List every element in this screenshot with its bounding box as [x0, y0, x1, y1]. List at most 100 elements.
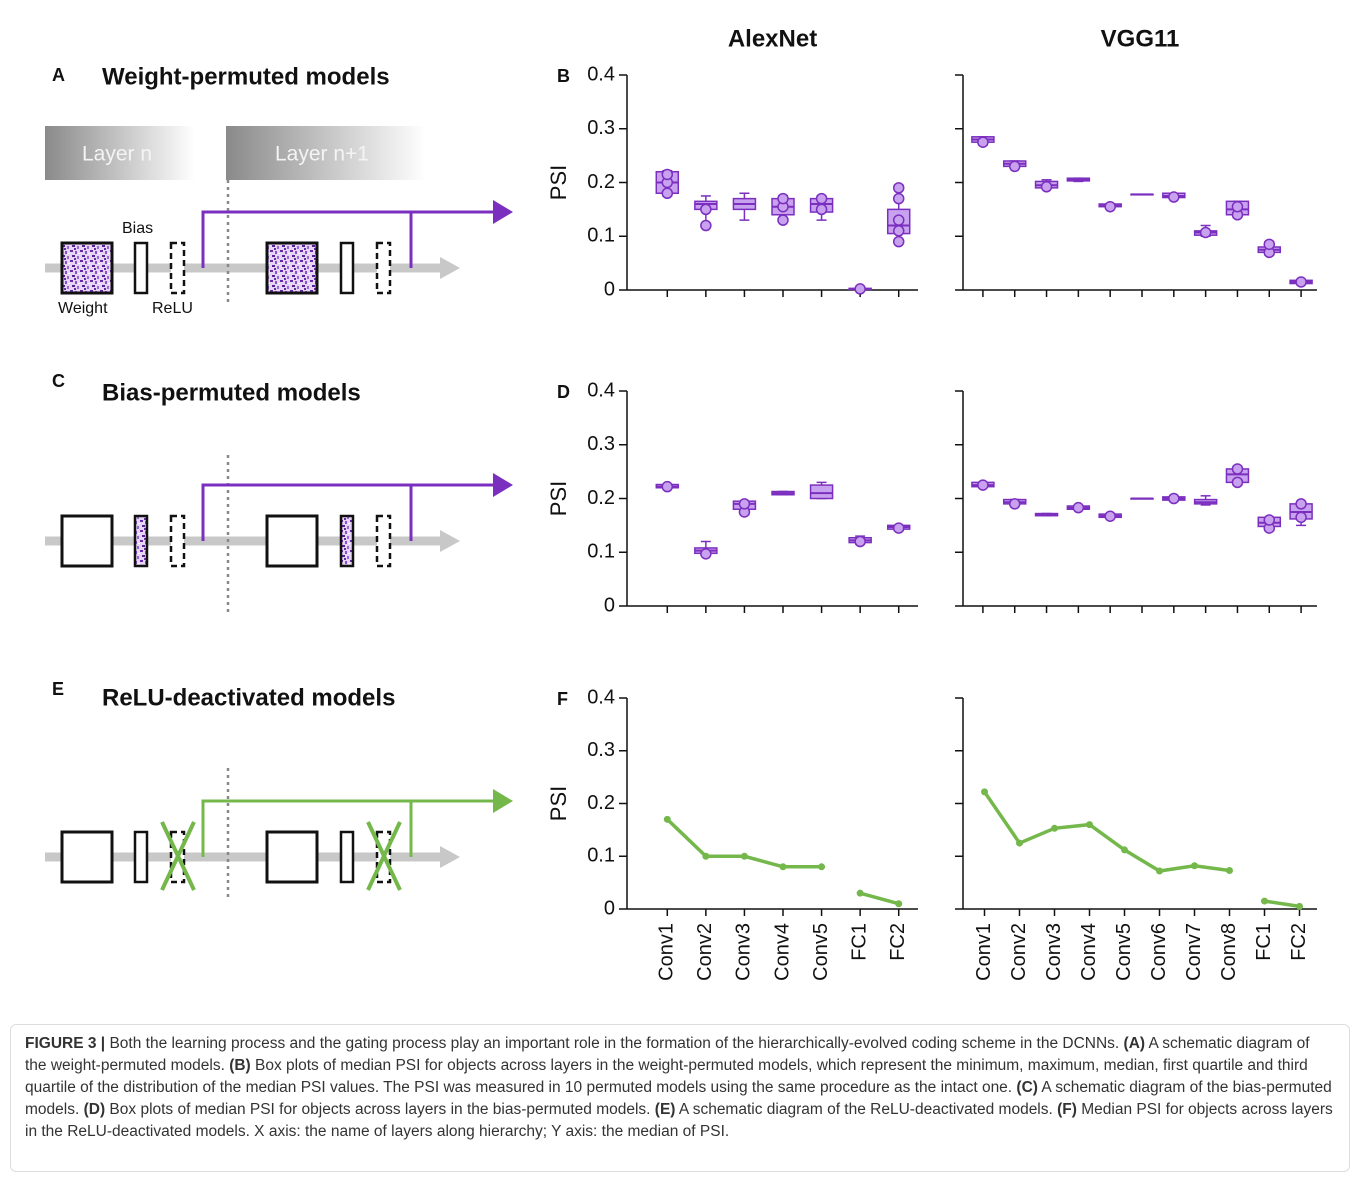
x-tick-label: Conv3	[1043, 923, 1065, 981]
point	[978, 137, 988, 147]
caption-text: (F)	[1057, 1101, 1077, 1118]
caption-text: (D)	[84, 1101, 106, 1118]
point	[701, 204, 711, 214]
point	[702, 853, 709, 860]
schematic	[45, 768, 513, 898]
point	[1201, 227, 1211, 237]
point	[1016, 840, 1023, 847]
y-tick-label: 0.4	[587, 63, 615, 85]
y-tick-label: 0.1	[587, 541, 615, 563]
point	[818, 863, 825, 870]
panel-letter: E	[52, 679, 64, 699]
y-tick-label: 0	[604, 278, 615, 300]
point	[894, 183, 904, 193]
point	[894, 194, 904, 204]
x-tick-label: Conv4	[1078, 923, 1100, 981]
point	[894, 237, 904, 247]
point	[1121, 846, 1128, 853]
point	[1232, 464, 1242, 474]
y-tick-label: 0.2	[587, 487, 615, 509]
point	[1169, 192, 1179, 202]
x-tick-label: Conv3	[733, 923, 755, 981]
x-tick-label: FC2	[887, 923, 909, 961]
point	[664, 816, 671, 823]
schematic	[45, 455, 513, 615]
panel-letter: F	[557, 689, 568, 709]
x-tick-label: Conv1	[973, 923, 995, 981]
point	[894, 523, 904, 533]
point	[739, 499, 749, 509]
point	[1105, 511, 1115, 521]
x-tick-label: FC1	[1253, 923, 1275, 961]
point	[855, 284, 865, 294]
point	[1105, 202, 1115, 212]
y-axis-label: PSI	[546, 481, 571, 516]
point	[855, 537, 865, 547]
caption-text: (A)	[1124, 1035, 1146, 1052]
x-tick-label: Conv5	[1113, 923, 1135, 981]
caption: FIGURE 3 | Both the learning process and…	[10, 1024, 1350, 1172]
layer-label: Layer n	[82, 143, 152, 166]
panel-letter: B	[557, 66, 570, 86]
panel-letter: A	[52, 65, 65, 85]
x-tick-label: FC1	[848, 923, 870, 961]
x-tick-label: Conv8	[1218, 923, 1240, 981]
point	[778, 215, 788, 225]
caption-text: (B)	[229, 1057, 251, 1074]
series-line	[985, 792, 1230, 871]
diagram-title: ReLU-deactivated models	[102, 684, 395, 711]
caption-text: FIGURE 3 |	[25, 1035, 105, 1052]
y-axis-label: PSI	[546, 165, 571, 200]
chart-title: VGG11	[1101, 25, 1180, 52]
point	[1296, 277, 1306, 287]
y-tick-label: 0.2	[587, 171, 615, 193]
component-label: ReLU	[152, 300, 193, 317]
page: A Weight-permuted models Layer n Layer n…	[0, 0, 1360, 1188]
series-line	[1265, 901, 1300, 906]
caption-text: Box plots of median PSI for objects acro…	[105, 1101, 655, 1118]
point	[662, 188, 672, 198]
x-tick-label: Conv2	[694, 923, 716, 981]
y-tick-label: 0	[604, 897, 615, 919]
caption-text: A schematic diagram of the ReLU-deactiva…	[675, 1101, 1057, 1118]
schematic	[45, 180, 513, 305]
component-label: Weight	[58, 300, 108, 317]
point	[1296, 903, 1303, 910]
x-tick-label: Conv1	[656, 923, 678, 981]
figure: A Weight-permuted models Layer n Layer n…	[0, 0, 1360, 1020]
point	[1264, 515, 1274, 525]
point	[817, 204, 827, 214]
point	[1051, 825, 1058, 832]
point	[701, 549, 711, 559]
point	[1086, 821, 1093, 828]
point	[1232, 202, 1242, 212]
x-tick-label: Conv6	[1148, 923, 1170, 981]
x-tick-label: Conv7	[1183, 923, 1205, 981]
point	[701, 221, 711, 231]
point	[1010, 499, 1020, 509]
point	[895, 900, 902, 907]
component-label: Bias	[122, 220, 153, 237]
point	[662, 169, 672, 179]
point	[1296, 512, 1306, 522]
point	[1042, 182, 1052, 192]
y-tick-label: 0	[604, 594, 615, 616]
x-tick-label: Conv5	[810, 923, 832, 981]
point	[1156, 868, 1163, 875]
point	[1191, 862, 1198, 869]
x-tick-label: Conv2	[1008, 923, 1030, 981]
point	[741, 853, 748, 860]
point	[1073, 503, 1083, 513]
point	[981, 788, 988, 795]
box	[811, 485, 833, 498]
y-tick-label: 0.3	[587, 739, 615, 761]
point	[778, 194, 788, 204]
caption-text: Both the learning process and the gating…	[105, 1035, 1123, 1052]
point	[1010, 161, 1020, 171]
point	[817, 194, 827, 204]
point	[1169, 494, 1179, 504]
point	[857, 890, 864, 897]
chart-title: AlexNet	[728, 25, 817, 52]
point	[1226, 867, 1233, 874]
panel-letter: C	[52, 371, 65, 391]
